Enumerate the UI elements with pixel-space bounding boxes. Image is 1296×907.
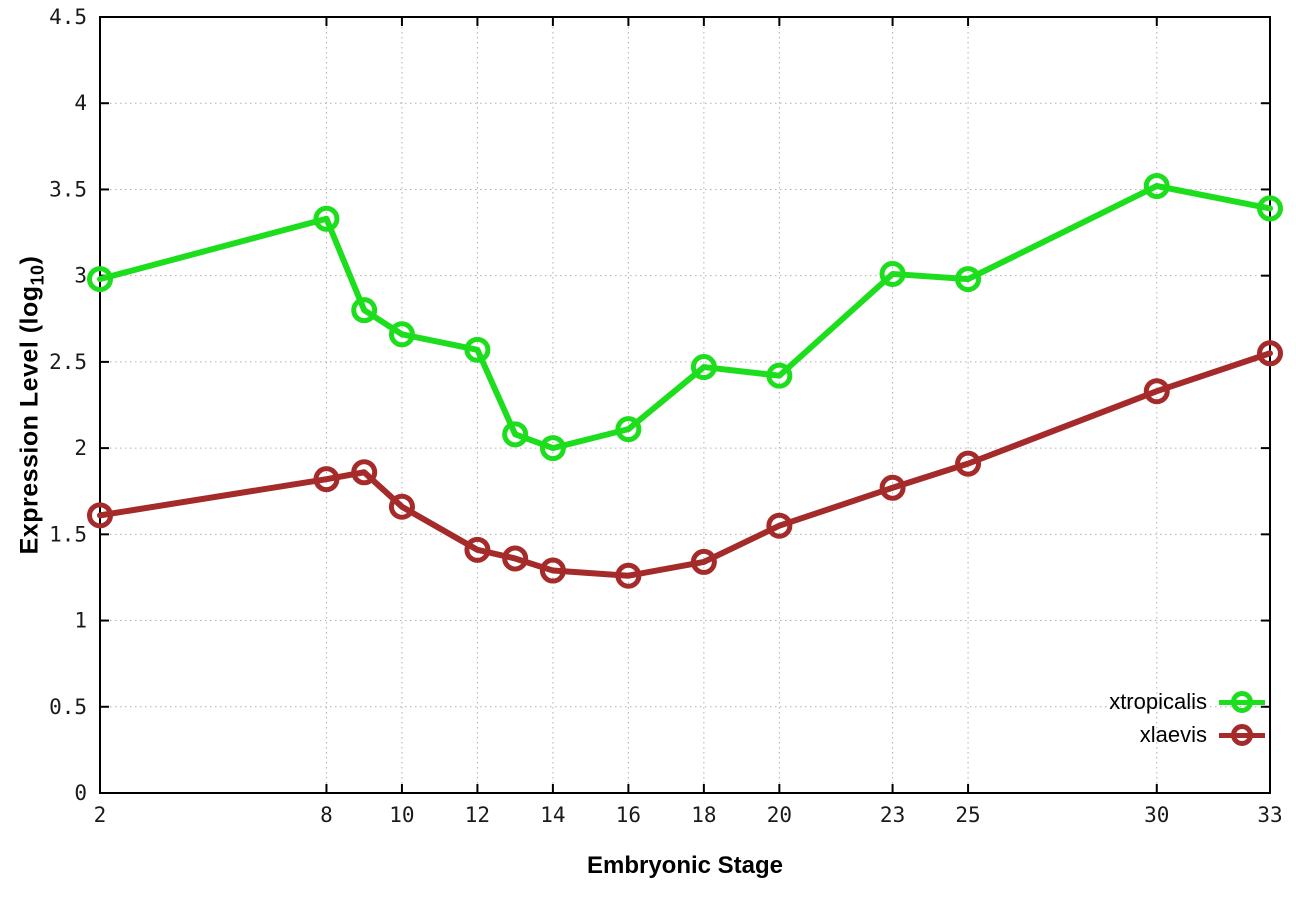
data-point-xtropicalis bbox=[690, 354, 717, 381]
data-point-xlaevis bbox=[1143, 378, 1170, 405]
y-tick-label: 2.5 bbox=[49, 350, 87, 374]
data-point-xlaevis bbox=[87, 502, 113, 529]
x-tick-label: 14 bbox=[540, 803, 565, 827]
data-point-xlaevis bbox=[690, 548, 717, 575]
x-tick-label: 8 bbox=[320, 803, 333, 827]
x-tick-label: 18 bbox=[691, 803, 716, 827]
legend-item-xlaevis: xlaevis bbox=[1140, 722, 1265, 748]
y-tick-label: 1.5 bbox=[49, 522, 87, 546]
data-point-xtropicalis bbox=[87, 266, 113, 293]
legend-label: xtropicalis bbox=[1109, 689, 1207, 714]
y-tick-label: 1 bbox=[74, 609, 87, 633]
y-axis-title: Expression Level (log10) bbox=[15, 255, 48, 555]
x-tick-label: 16 bbox=[616, 803, 641, 827]
data-point-xtropicalis bbox=[502, 421, 529, 448]
data-point-xlaevis bbox=[615, 562, 642, 589]
x-tick-label: 2 bbox=[94, 803, 107, 827]
y-tick-label: 0.5 bbox=[49, 695, 87, 719]
data-point-xlaevis bbox=[313, 466, 340, 493]
data-point-xtropicalis bbox=[1143, 172, 1170, 199]
legend: xtropicalis xlaevis bbox=[1109, 689, 1265, 748]
data-point-xlaevis bbox=[1257, 340, 1283, 367]
y-tick-label: 3.5 bbox=[49, 177, 87, 201]
data-point-xlaevis bbox=[879, 474, 906, 501]
x-tick-label: 12 bbox=[465, 803, 490, 827]
y-tick-label: 4 bbox=[74, 91, 87, 115]
x-tick-label: 33 bbox=[1257, 803, 1282, 827]
y-axis-title-text: Expression Level (log bbox=[15, 285, 44, 555]
data-point-xlaevis bbox=[766, 512, 793, 539]
data-point-xtropicalis bbox=[313, 205, 340, 232]
data-point-xtropicalis bbox=[879, 260, 906, 287]
y-axis-title-close: ) bbox=[15, 255, 44, 265]
data-point-xtropicalis bbox=[615, 416, 642, 443]
x-axis-title: Embryonic Stage bbox=[586, 852, 784, 879]
x-tick-label: 20 bbox=[767, 803, 792, 827]
x-tick-label: 30 bbox=[1144, 803, 1169, 827]
series-line-xtropicalis bbox=[97, 182, 1273, 452]
data-point-xlaevis bbox=[539, 557, 566, 584]
data-point-xtropicalis bbox=[351, 297, 378, 324]
data-point-xtropicalis bbox=[464, 336, 491, 363]
y-tick-label: 2 bbox=[74, 436, 87, 460]
x-tick-label: 10 bbox=[389, 803, 414, 827]
data-point-xlaevis bbox=[502, 545, 529, 572]
data-point-xtropicalis bbox=[766, 362, 793, 389]
data-point-xtropicalis bbox=[539, 435, 566, 462]
y-tick-label: 4.5 bbox=[49, 5, 87, 29]
y-tick-label: 3 bbox=[74, 264, 87, 288]
legend-marker-icon bbox=[1219, 724, 1265, 746]
legend-item-xtropicalis: xtropicalis bbox=[1109, 689, 1265, 715]
y-tick-label: 0 bbox=[74, 781, 87, 805]
x-tick-label: 25 bbox=[955, 803, 980, 827]
data-point-xlaevis bbox=[388, 493, 415, 520]
legend-label: xlaevis bbox=[1139, 722, 1207, 747]
data-point-xlaevis bbox=[955, 450, 982, 477]
x-tick-label: 23 bbox=[880, 803, 905, 827]
y-axis-title-subscript: 10 bbox=[27, 264, 48, 286]
data-point-xlaevis bbox=[351, 459, 378, 486]
legend-marker-icon bbox=[1219, 691, 1265, 713]
legend-marker-ring-icon bbox=[1231, 724, 1253, 746]
plot-border bbox=[99, 16, 1271, 794]
data-point-xtropicalis bbox=[388, 321, 415, 348]
series-line-xlaevis bbox=[97, 350, 1273, 579]
data-point-xtropicalis bbox=[955, 266, 982, 293]
data-point-xlaevis bbox=[464, 536, 491, 563]
data-point-xtropicalis bbox=[1257, 195, 1283, 222]
legend-marker-ring-icon bbox=[1231, 691, 1253, 713]
